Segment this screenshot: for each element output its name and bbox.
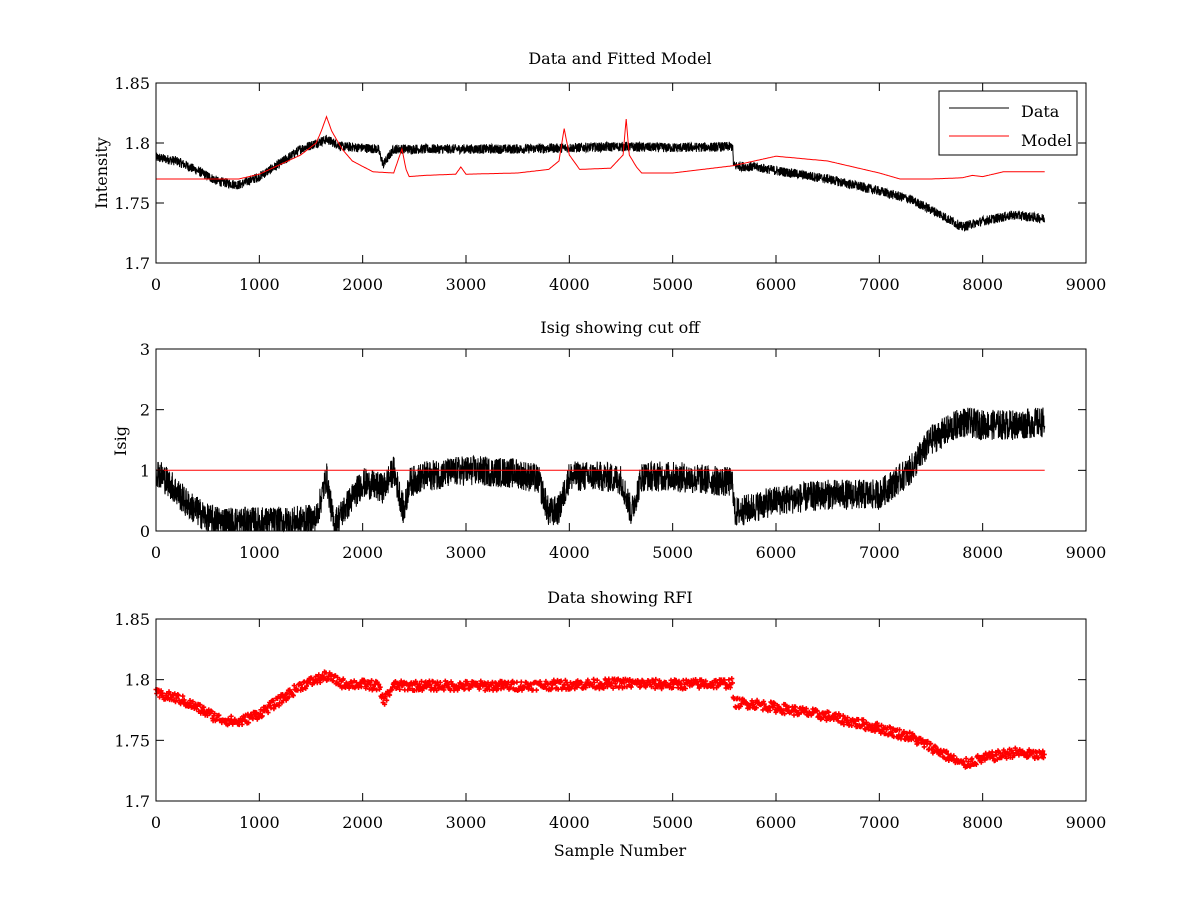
xtick-label: 1000: [239, 813, 280, 832]
ytick-label: 0: [140, 522, 150, 541]
xtick-label: 4000: [549, 275, 590, 294]
panel-3-title: Data showing RFI: [547, 588, 692, 607]
xtick-label: 4000: [549, 813, 590, 832]
ytick-label: 1.85: [114, 610, 150, 629]
legend-label-model: Model: [1021, 131, 1072, 150]
xtick-label: 1000: [239, 275, 280, 294]
xtick-label: 5000: [652, 813, 693, 832]
panel-2-ylabel: Isig: [111, 426, 130, 456]
legend-box: [938, 90, 1078, 156]
panel-2-axes-frame: [155, 348, 1087, 532]
legend-label-data: Data: [1021, 102, 1060, 121]
panel-isig: Isig showing cut off Isig 0 1000 2000 3000 4…: [111, 318, 1106, 562]
xtick-label: 3000: [446, 543, 487, 562]
xtick-label: 5000: [652, 543, 693, 562]
xtick-label: 9000: [1066, 275, 1107, 294]
xtick-label: 8000: [962, 813, 1003, 832]
xtick-label: 9000: [1066, 543, 1107, 562]
panel-1-ylabel: Intensity: [92, 137, 111, 209]
panel-1-axes-frame: [155, 82, 1087, 264]
xtick-label: 6000: [756, 813, 797, 832]
ytick-label: 1.75: [114, 731, 150, 750]
xtick-label: 3000: [446, 813, 487, 832]
xtick-label: 9000: [1066, 813, 1107, 832]
xtick-label: 2000: [342, 275, 383, 294]
panel-1-series: [155, 115, 1046, 232]
panel-3-axes-frame: [155, 618, 1087, 802]
ytick-label: 1.8: [125, 671, 150, 690]
panel-1-yticks: 1.7 1.75 1.8 1.85: [114, 74, 1086, 273]
xtick-label: 7000: [859, 543, 900, 562]
xtick-label: 7000: [859, 275, 900, 294]
xtick-label: 7000: [859, 813, 900, 832]
panel-2-title: Isig showing cut off: [540, 318, 701, 337]
ytick-label: 1.7: [125, 254, 150, 273]
panel-2-series: [155, 407, 1046, 533]
xtick-label: 5000: [652, 275, 693, 294]
ytick-label: 3: [140, 340, 150, 359]
xtick-label: 6000: [756, 543, 797, 562]
panel-1-title: Data and Fitted Model: [528, 49, 711, 68]
xtick-label: 4000: [549, 543, 590, 562]
panel-data-and-model: Data and Fitted Model Intensity 0 1000 200…: [92, 49, 1106, 294]
panel-1-series-1-line: [155, 134, 1046, 232]
ytick-label: 1.7: [125, 792, 150, 811]
ytick-label: 2: [140, 401, 150, 420]
panel-3-xlabel: Sample Number: [554, 841, 687, 860]
xtick-label: 8000: [962, 275, 1003, 294]
panel-2-xticks: 0 1000 2000 3000 4000 5000 6000 7000 8000 9000: [151, 349, 1106, 562]
ytick-label: 1.8: [125, 134, 150, 153]
xtick-label: 2000: [342, 543, 383, 562]
ytick-label: 1.75: [114, 194, 150, 213]
xtick-label: 6000: [756, 275, 797, 294]
xtick-label: 0: [151, 813, 161, 832]
ytick-label: 1: [140, 461, 150, 480]
xtick-label: 1000: [239, 543, 280, 562]
xtick-label: 8000: [962, 543, 1003, 562]
panel-1-series-2-line: [156, 115, 1045, 180]
xtick-label: 0: [151, 275, 161, 294]
panel-rfi: Data showing RFI 0 1000 2000 3000 4000 5000 60…: [114, 588, 1106, 860]
panel-1-xticks: 0 1000 2000 3000 4000 5000 6000 7000 8000 9000: [151, 83, 1106, 294]
ytick-label: 1.85: [114, 74, 150, 93]
xtick-label: 2000: [342, 813, 383, 832]
xtick-label: 0: [151, 543, 161, 562]
panel-3-xticks: 0 1000 2000 3000 4000 5000 6000 7000 8000 9000: [151, 619, 1106, 832]
panel-1-legend: Data Model: [938, 90, 1078, 156]
xtick-label: 3000: [446, 275, 487, 294]
panel-2-yticks: 0 1 2 3: [140, 340, 1086, 541]
panel-3-yticks: 1.7 1.75 1.8 1.85: [114, 610, 1086, 811]
